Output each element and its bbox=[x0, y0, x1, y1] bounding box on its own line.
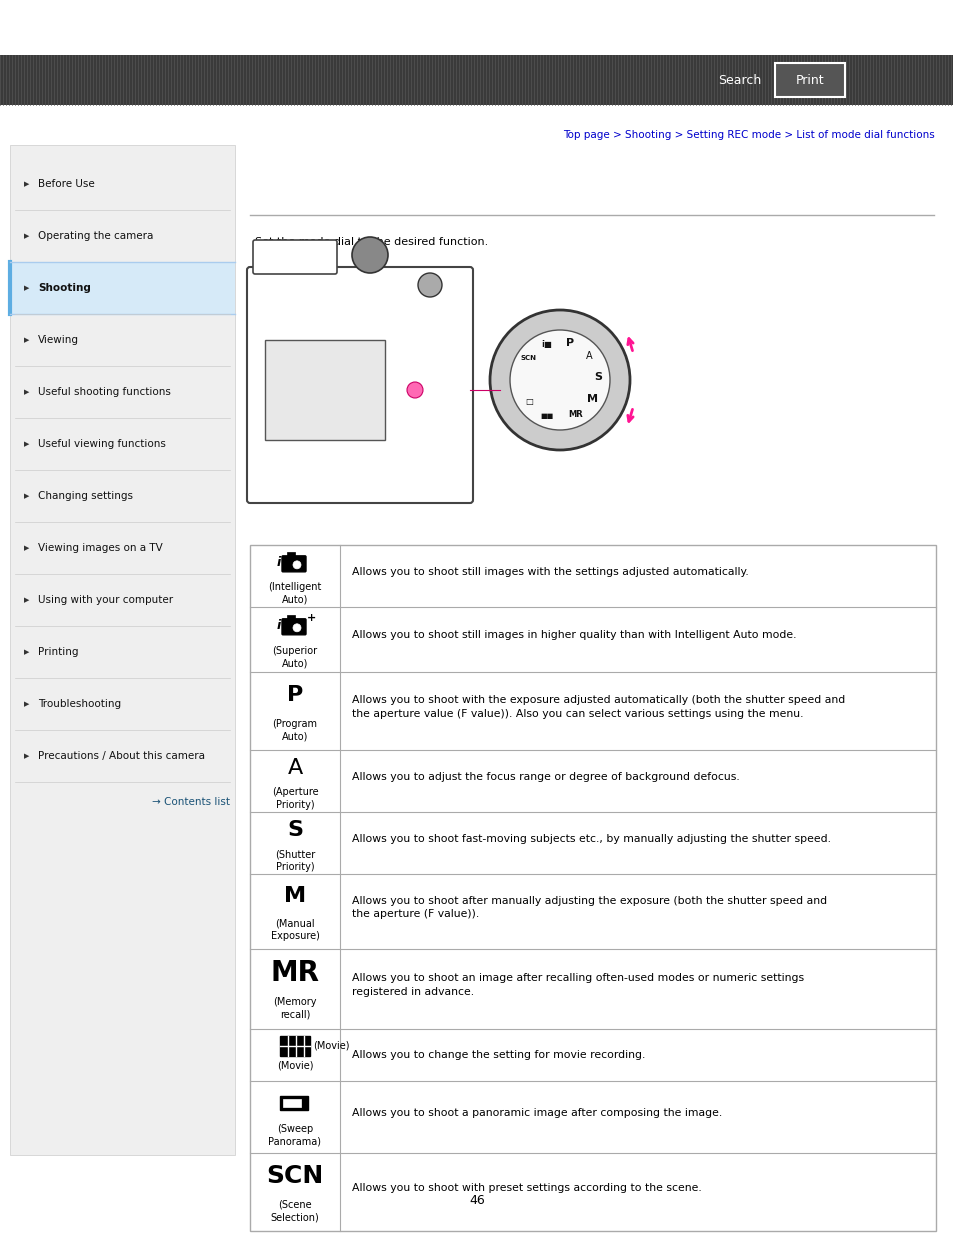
Text: i: i bbox=[276, 619, 281, 632]
Bar bbox=[287, 552, 294, 558]
Text: Allows you to shoot still images with the settings adjusted automatically.: Allows you to shoot still images with th… bbox=[352, 567, 748, 577]
Text: MR: MR bbox=[271, 958, 319, 987]
Circle shape bbox=[293, 624, 301, 632]
Text: 46: 46 bbox=[469, 1193, 484, 1207]
Text: i: i bbox=[276, 556, 281, 569]
Text: Set the mode dial to the desired function.: Set the mode dial to the desired functio… bbox=[254, 237, 488, 247]
Text: M: M bbox=[284, 885, 306, 906]
Text: Allows you to adjust the focus range or degree of background defocus.: Allows you to adjust the focus range or … bbox=[352, 772, 739, 782]
Text: ▶: ▶ bbox=[24, 337, 30, 343]
Circle shape bbox=[407, 382, 422, 398]
Text: Allows you to shoot an image after recalling often-used modes or numeric setting: Allows you to shoot an image after recal… bbox=[352, 973, 803, 997]
Text: (Intelligent
Auto): (Intelligent Auto) bbox=[268, 582, 321, 605]
Text: Useful shooting functions: Useful shooting functions bbox=[38, 387, 171, 396]
Text: (Shutter
Priority): (Shutter Priority) bbox=[274, 850, 314, 872]
Bar bbox=[0, 56, 953, 105]
Text: □: □ bbox=[524, 398, 533, 406]
Text: Top page > Shooting > Setting REC mode > List of mode dial functions: Top page > Shooting > Setting REC mode >… bbox=[562, 130, 934, 140]
Text: Precautions / About this camera: Precautions / About this camera bbox=[38, 751, 205, 761]
Text: Changing settings: Changing settings bbox=[38, 492, 132, 501]
Circle shape bbox=[417, 273, 441, 296]
FancyBboxPatch shape bbox=[282, 619, 306, 635]
Text: ▶: ▶ bbox=[24, 493, 30, 499]
Text: Allows you to shoot fast-moving subjects etc., by manually adjusting the shutter: Allows you to shoot fast-moving subjects… bbox=[352, 834, 830, 844]
Circle shape bbox=[510, 330, 609, 430]
Bar bbox=[287, 615, 294, 621]
Text: ▶: ▶ bbox=[24, 753, 30, 760]
Bar bbox=[10, 262, 234, 314]
Text: i■: i■ bbox=[541, 340, 552, 348]
Text: S: S bbox=[287, 820, 303, 840]
Text: Useful viewing functions: Useful viewing functions bbox=[38, 438, 166, 450]
Text: ▶: ▶ bbox=[24, 650, 30, 655]
Circle shape bbox=[293, 561, 301, 569]
Text: Allows you to shoot still images in higher quality than with Intelligent Auto mo: Allows you to shoot still images in high… bbox=[352, 631, 796, 641]
Text: MR: MR bbox=[568, 410, 583, 419]
FancyBboxPatch shape bbox=[247, 267, 473, 503]
Text: Before Use: Before Use bbox=[38, 179, 94, 189]
Text: (Movie): (Movie) bbox=[276, 1060, 313, 1071]
Text: Print: Print bbox=[795, 74, 823, 86]
Text: (Sweep
Panorama): (Sweep Panorama) bbox=[268, 1124, 321, 1146]
FancyBboxPatch shape bbox=[253, 240, 336, 274]
Text: Shooting: Shooting bbox=[38, 283, 91, 293]
Text: Allows you to change the setting for movie recording.: Allows you to change the setting for mov… bbox=[352, 1050, 644, 1060]
Text: Printing: Printing bbox=[38, 647, 78, 657]
Text: (Scene
Selection): (Scene Selection) bbox=[271, 1199, 319, 1223]
Text: Operating the camera: Operating the camera bbox=[38, 231, 153, 241]
Bar bbox=[10, 144, 234, 1155]
Text: Allows you to shoot with the exposure adjusted automatically (both the shutter s: Allows you to shoot with the exposure ad… bbox=[352, 695, 844, 719]
Text: (Program
Auto): (Program Auto) bbox=[273, 719, 317, 741]
Text: Allows you to shoot after manually adjusting the exposure (both the shutter spee: Allows you to shoot after manually adjus… bbox=[352, 895, 826, 919]
Circle shape bbox=[490, 310, 629, 450]
Text: → Contents list: → Contents list bbox=[152, 797, 230, 806]
Text: (Memory
recall): (Memory recall) bbox=[273, 997, 316, 1019]
Text: (Movie): (Movie) bbox=[313, 1041, 349, 1051]
Bar bbox=[265, 340, 385, 440]
Text: A: A bbox=[585, 351, 592, 361]
Text: ▶: ▶ bbox=[24, 182, 30, 186]
Text: ▶: ▶ bbox=[24, 389, 30, 395]
Text: (Superior
Auto): (Superior Auto) bbox=[273, 646, 317, 668]
Bar bbox=[280, 1095, 308, 1110]
Bar bbox=[774, 63, 844, 98]
Circle shape bbox=[352, 237, 388, 273]
Bar bbox=[283, 1099, 301, 1107]
Text: ▶: ▶ bbox=[24, 701, 30, 706]
Text: Search: Search bbox=[718, 74, 760, 86]
Text: Viewing: Viewing bbox=[38, 335, 79, 345]
Text: P: P bbox=[287, 685, 303, 705]
Text: M: M bbox=[587, 394, 598, 404]
Text: ▶: ▶ bbox=[24, 233, 30, 240]
Text: ■■: ■■ bbox=[539, 412, 553, 419]
Text: Allows you to shoot a panoramic image after composing the image.: Allows you to shoot a panoramic image af… bbox=[352, 1108, 721, 1118]
Text: S: S bbox=[593, 372, 601, 382]
Text: ▶: ▶ bbox=[24, 441, 30, 447]
Text: (Manual
Exposure): (Manual Exposure) bbox=[271, 919, 319, 941]
Text: +: + bbox=[307, 613, 315, 622]
Text: Using with your computer: Using with your computer bbox=[38, 595, 172, 605]
Text: Troubleshooting: Troubleshooting bbox=[38, 699, 121, 709]
Text: ▶: ▶ bbox=[24, 545, 30, 551]
Text: SCN: SCN bbox=[266, 1163, 323, 1188]
Text: ▶: ▶ bbox=[24, 597, 30, 603]
Text: P: P bbox=[565, 338, 574, 348]
Text: Viewing images on a TV: Viewing images on a TV bbox=[38, 543, 163, 553]
Bar bbox=[250, 545, 935, 1231]
Text: ▶: ▶ bbox=[24, 285, 30, 291]
FancyBboxPatch shape bbox=[282, 556, 306, 572]
Text: Allows you to shoot with preset settings according to the scene.: Allows you to shoot with preset settings… bbox=[352, 1183, 701, 1193]
Text: SCN: SCN bbox=[520, 356, 537, 361]
Bar bbox=[280, 1036, 310, 1056]
Text: (Aperture
Priority): (Aperture Priority) bbox=[272, 787, 318, 810]
Text: A: A bbox=[287, 758, 302, 778]
